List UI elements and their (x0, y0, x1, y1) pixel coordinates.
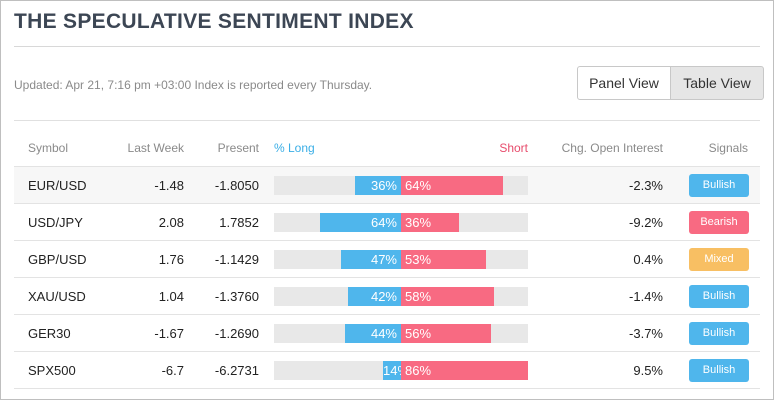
signal-badge[interactable]: Bullish (689, 359, 749, 382)
symbol-cell: USD/JPY (28, 215, 83, 230)
long-bar: 47% (341, 250, 401, 269)
present-cell: -1.3760 (214, 289, 259, 304)
symbol-cell: SPX500 (28, 363, 76, 378)
short-bar: 36% (401, 213, 459, 232)
present-cell: 1.7852 (219, 215, 259, 230)
short-bar: 64% (401, 176, 503, 195)
table-top-divider (14, 120, 760, 121)
sentiment-bar: 14%86% (274, 361, 528, 380)
page-title: THE SPECULATIVE SENTIMENT INDEX (14, 10, 414, 33)
symbol-cell: EUR/USD (28, 178, 87, 193)
chg-open-interest-cell: -3.7% (629, 326, 663, 341)
table-row: XAU/USD 1.04 -1.3760 42% 58% -1.4% Bullish (14, 277, 760, 315)
last-week-cell: -1.48 (154, 178, 184, 193)
header-symbol: Symbol (28, 141, 69, 155)
long-bar: 44% (345, 324, 401, 343)
sentiment-bar: 64% 36% (274, 213, 528, 232)
panel-view-button[interactable]: Panel View (577, 66, 671, 100)
table-row: GER30 -1.67 -1.2690 44% 56% -3.7% Bullish (14, 314, 760, 352)
sentiment-bar: 36% 64% (274, 176, 528, 195)
signal-badge[interactable]: Bullish (689, 174, 749, 197)
table-bottom-divider (14, 388, 760, 389)
last-week-cell: -6.7 (161, 363, 184, 378)
table-row: USD/JPY 2.08 1.7852 64% 36% -9.2% Bearish (14, 203, 760, 241)
title-divider (14, 46, 760, 47)
symbol-cell: GER30 (28, 326, 71, 341)
present-cell: -1.1429 (214, 252, 259, 267)
long-bar: 36% (355, 176, 401, 195)
last-week-cell: 1.76 (158, 252, 184, 267)
last-week-cell: 2.08 (158, 215, 184, 230)
long-bar: 42% (348, 287, 401, 306)
symbol-cell: GBP/USD (28, 252, 87, 267)
present-cell: -1.8050 (214, 178, 259, 193)
short-bar: 58% (401, 287, 494, 306)
table-row: SPX500 -6.7 -6.2731 14%86% 9.5% Bullish (14, 351, 760, 389)
short-bar: 56% (401, 324, 491, 343)
header-signals: Signals (708, 141, 748, 155)
present-cell: -6.2731 (214, 363, 259, 378)
signal-badge[interactable]: Mixed (689, 248, 749, 271)
signal-badge[interactable]: Bearish (689, 211, 749, 234)
chg-open-interest-cell: 0.4% (633, 252, 663, 267)
chg-open-interest-cell: 9.5% (633, 363, 663, 378)
table-header: Symbol Last Week Present % Long Short Ch… (14, 129, 760, 167)
chg-open-interest-cell: -1.4% (629, 289, 663, 304)
chg-open-interest-cell: -9.2% (629, 215, 663, 230)
signal-badge[interactable]: Bullish (689, 322, 749, 345)
present-cell: -1.2690 (214, 326, 259, 341)
long-bar: 14% (383, 361, 401, 380)
symbol-cell: XAU/USD (28, 289, 86, 304)
chg-open-interest-cell: -2.3% (629, 178, 663, 193)
table-row: EUR/USD -1.48 -1.8050 36% 64% -2.3% Bullish (14, 166, 760, 204)
view-toggle: Panel View Table View (577, 66, 764, 100)
last-week-cell: 1.04 (158, 289, 184, 304)
short-bar: 86% (401, 361, 528, 380)
signal-badge[interactable]: Bullish (689, 285, 749, 308)
table-row: GBP/USD 1.76 -1.1429 47% 53% 0.4% Mixed (14, 240, 760, 278)
sentiment-bar: 44% 56% (274, 324, 528, 343)
long-bar: 64% (320, 213, 401, 232)
header-short: Short (499, 141, 528, 155)
last-week-cell: -1.67 (154, 326, 184, 341)
header-chg-open-interest: Chg. Open Interest (561, 141, 663, 155)
updated-note: Updated: Apr 21, 7:16 pm +03:00 Index is… (14, 78, 373, 92)
table-view-button[interactable]: Table View (671, 66, 764, 100)
sentiment-bar: 47% 53% (274, 250, 528, 269)
header-last-week: Last Week (127, 141, 184, 155)
short-bar: 53% (401, 250, 486, 269)
sentiment-bar: 42% 58% (274, 287, 528, 306)
header-present: Present (217, 141, 259, 155)
header-long: % Long (274, 141, 315, 155)
